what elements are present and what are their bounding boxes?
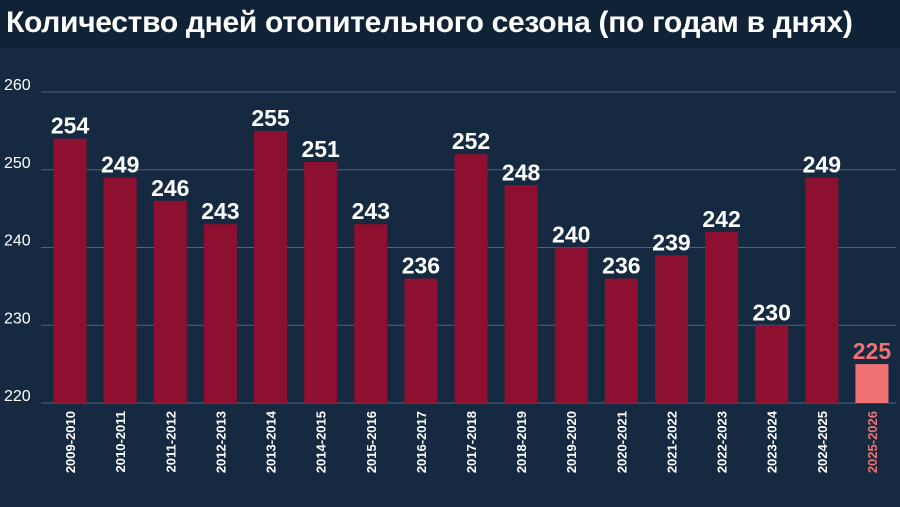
bar-2011-2012: [153, 200, 187, 403]
title-bar: [0, 0, 900, 48]
data-label-2025-2026: 225: [853, 338, 892, 364]
bar-2018-2019: [504, 185, 538, 403]
data-label-2023-2024: 230: [753, 299, 791, 325]
y-tick-label-250: 250: [4, 155, 31, 172]
bar-2020-2021: [604, 278, 638, 403]
data-label-2019-2020: 240: [552, 222, 590, 248]
data-label-2024-2025: 249: [803, 152, 841, 178]
x-tick-label-2009-2010: 2009-2010: [63, 411, 78, 473]
data-label-2017-2018: 252: [452, 128, 490, 154]
bar-2013-2014: [254, 130, 288, 403]
bar-2017-2018: [454, 154, 488, 403]
y-tick-label-220: 220: [4, 388, 31, 405]
x-tick-label-2016-2017: 2016-2017: [414, 411, 429, 473]
bar-2019-2020: [554, 247, 588, 403]
x-tick-label-2023-2024: 2023-2024: [765, 410, 780, 473]
y-tick-label-240: 240: [4, 233, 31, 250]
x-tick-label-2019-2020: 2019-2020: [564, 411, 579, 473]
data-label-2015-2016: 243: [352, 198, 390, 224]
bar-2014-2015: [304, 161, 338, 403]
data-label-2018-2019: 248: [502, 159, 541, 185]
x-tick-label-2015-2016: 2015-2016: [364, 411, 379, 473]
x-tick-label-2018-2019: 2018-2019: [514, 411, 529, 473]
data-label-2014-2015: 251: [301, 136, 340, 162]
bar-2024-2025: [805, 177, 839, 403]
x-tick-label-2025-2026: 2025-2026: [865, 411, 880, 473]
data-label-2010-2011: 249: [101, 152, 139, 178]
x-tick-label-2013-2014: 2013-2014: [264, 410, 279, 473]
x-tick-label-2014-2015: 2014-2015: [314, 411, 329, 473]
y-tick-label-260: 260: [4, 77, 31, 94]
x-tick-label-2020-2021: 2020-2021: [614, 411, 629, 473]
x-tick-label-2022-2023: 2022-2023: [715, 411, 730, 473]
bar-2016-2017: [404, 278, 438, 403]
data-label-2009-2010: 254: [51, 113, 90, 139]
bar-2023-2024: [755, 325, 789, 403]
x-tick-label-2011-2012: 2011-2012: [163, 411, 178, 472]
x-tick-label-2012-2013: 2012-2013: [213, 411, 228, 473]
data-label-2016-2017: 236: [402, 253, 440, 279]
bar-2021-2022: [654, 255, 688, 403]
bar-2009-2010: [53, 138, 87, 403]
data-label-2022-2023: 242: [702, 206, 740, 232]
data-label-2013-2014: 255: [251, 105, 290, 131]
data-label-2012-2013: 243: [201, 198, 239, 224]
bar-2010-2011: [103, 177, 137, 403]
bar-2012-2013: [203, 224, 237, 403]
x-tick-label-2024-2025: 2024-2025: [815, 411, 830, 473]
bar-2025-2026: [855, 364, 889, 403]
bar-2015-2016: [354, 224, 388, 403]
data-label-2011-2012: 246: [151, 175, 189, 201]
x-tick-label-2010-2011: 2010-2011: [113, 411, 128, 472]
data-label-2021-2022: 239: [652, 229, 690, 255]
x-tick-label-2017-2018: 2017-2018: [464, 411, 479, 473]
data-label-2020-2021: 236: [602, 253, 640, 279]
bar-2022-2023: [705, 231, 739, 403]
y-tick-label-230: 230: [4, 310, 31, 327]
x-tick-label-2021-2022: 2021-2022: [664, 411, 679, 473]
chart-title: Количество дней отопительного сезона (по…: [6, 6, 853, 39]
